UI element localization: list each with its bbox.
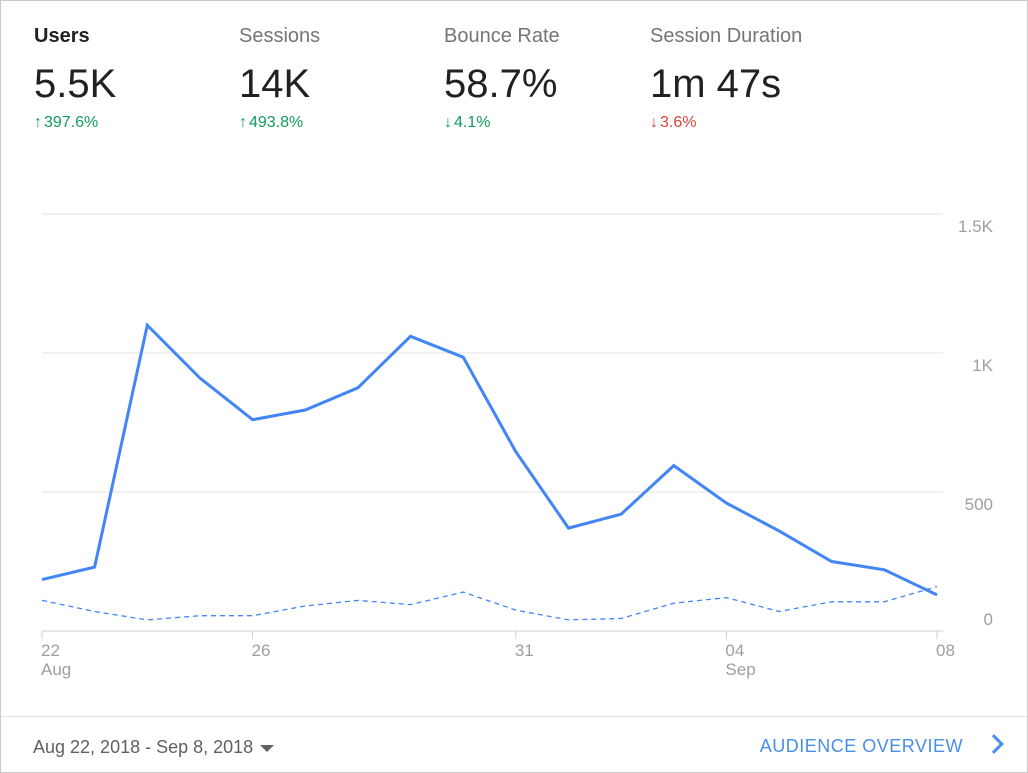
arrow-down-icon: ↓ <box>444 114 452 131</box>
x-tick-label: 31 <box>515 641 534 660</box>
arrow-down-icon: ↓ <box>650 114 658 131</box>
x-tick-label: 04 <box>725 641 744 660</box>
x-tick-sublabel: Aug <box>41 660 71 679</box>
line-chart: 0 500 1K 1.5K 22 Aug 26 31 04 Sep 08 <box>1 151 1027 711</box>
y-tick-label: 1.5K <box>958 217 994 236</box>
arrow-up-icon: ↑ <box>239 114 247 131</box>
series-line-comparison <box>41 585 938 621</box>
metric-change-value: 3.6% <box>660 114 697 131</box>
metric-tab-session-duration[interactable]: Session Duration 1m 47s ↓ 3.6% <box>650 23 850 143</box>
metric-value: 5.5K <box>34 62 117 106</box>
chevron-right-icon <box>984 734 1004 754</box>
metric-title: Sessions <box>239 25 321 47</box>
metric-value: 58.7% <box>444 62 558 106</box>
series-line-primary <box>41 322 938 597</box>
y-tick-label: 1K <box>972 356 993 375</box>
metrics-row: Users 5.5K ↑ 397.6% Sessions 14K ↑ 493.8% … <box>1 1 1027 151</box>
metric-change: ↓ 3.6% <box>650 113 850 133</box>
metric-value: 14K <box>239 62 311 106</box>
metric-title: Bounce Rate <box>444 25 560 47</box>
metric-change-value: 4.1% <box>454 114 491 131</box>
audience-overview-label: AUDIENCE OVERVIEW <box>759 736 963 756</box>
metric-value: 1m 47s <box>650 62 782 106</box>
metric-title: Session Duration <box>650 25 803 47</box>
metric-tab-bounce-rate[interactable]: Bounce Rate 58.7% ↓ 4.1% <box>444 23 644 143</box>
metric-change: ↓ 4.1% <box>444 113 644 133</box>
arrow-up-icon: ↑ <box>34 114 42 131</box>
metric-change-value: 397.6% <box>44 114 99 131</box>
date-range-selector[interactable]: Aug 22, 2018 - Sep 8, 2018 <box>33 737 275 758</box>
metric-title: Users <box>34 25 90 47</box>
x-tick-label: 26 <box>252 641 271 660</box>
x-tick-label: 08 <box>936 641 955 660</box>
y-tick-label: 500 <box>965 495 993 514</box>
date-range-label: Aug 22, 2018 - Sep 8, 2018 <box>33 737 254 757</box>
metric-tab-users[interactable]: Users 5.5K ↑ 397.6% <box>34 23 234 143</box>
metric-change: ↑ 397.6% <box>34 113 234 133</box>
card-footer: Aug 22, 2018 - Sep 8, 2018 AUDIENCE OVER… <box>1 716 1027 773</box>
x-tick-label: 22 <box>41 641 60 660</box>
audience-overview-link[interactable]: AUDIENCE OVERVIEW <box>759 734 1004 757</box>
y-tick-label: 0 <box>984 610 993 629</box>
metric-change: ↑ 493.8% <box>239 113 439 133</box>
metric-tab-sessions[interactable]: Sessions 14K ↑ 493.8% <box>239 23 439 143</box>
metric-change-value: 493.8% <box>249 114 304 131</box>
x-tick-sublabel: Sep <box>725 660 755 679</box>
caret-down-icon <box>260 744 275 752</box>
